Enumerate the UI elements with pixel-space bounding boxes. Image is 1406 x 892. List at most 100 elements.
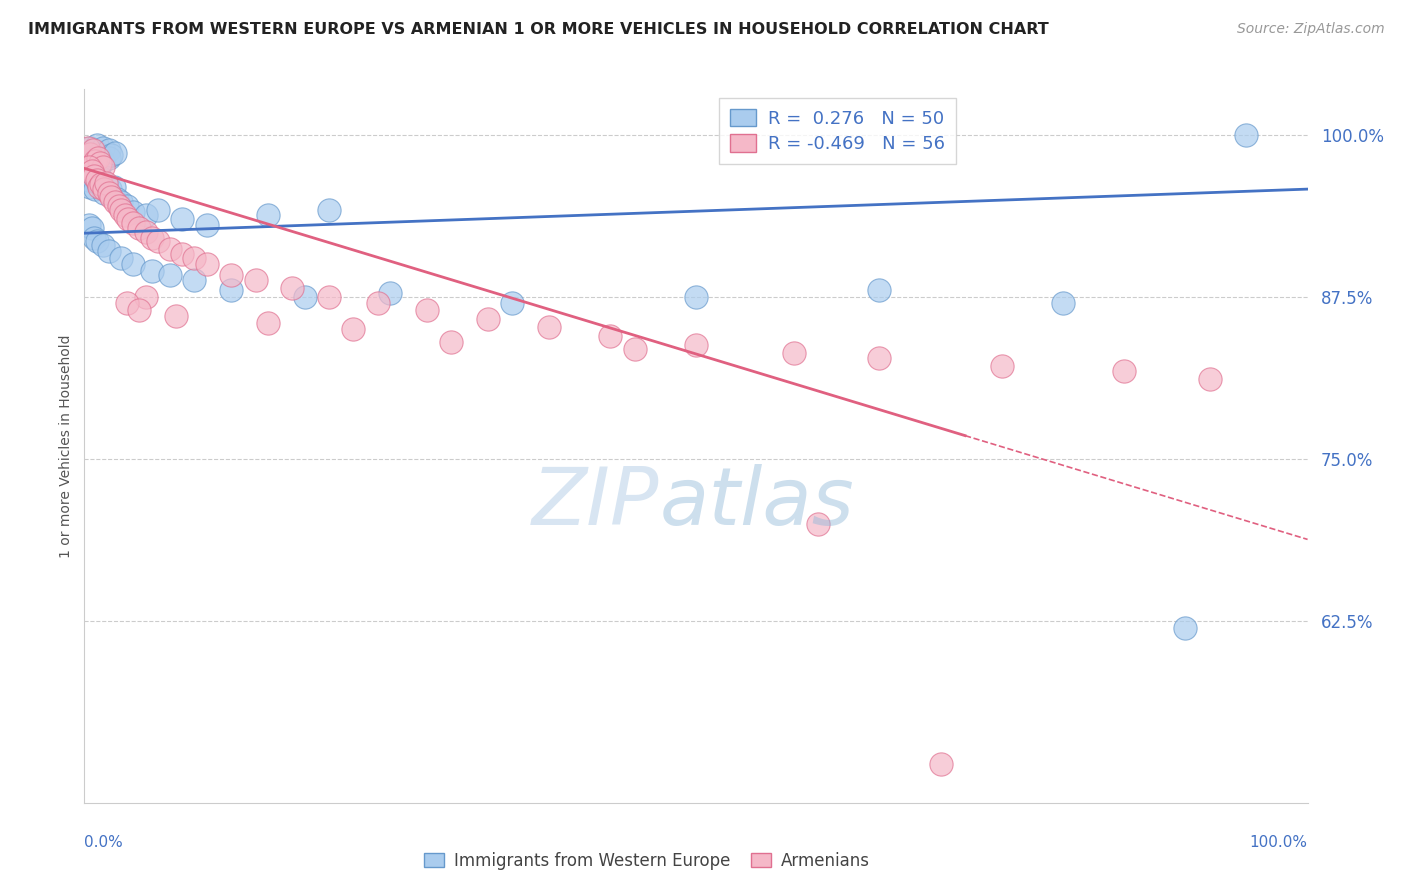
Point <box>1052 296 1074 310</box>
Point <box>318 202 340 217</box>
Point <box>104 195 127 210</box>
Point <box>82 167 104 181</box>
Text: IMMIGRANTS FROM WESTERN EUROPE VS ARMENIAN 1 OR MORE VEHICLES IN HOUSEHOLD CORRE: IMMIGRANTS FROM WESTERN EUROPE VS ARMENI… <box>28 22 1049 37</box>
Point <box>97 186 120 200</box>
Point <box>79 140 101 154</box>
Point <box>97 143 120 157</box>
Point <box>159 268 181 282</box>
Point <box>245 273 267 287</box>
Point <box>97 151 120 165</box>
Point <box>105 193 128 207</box>
Point <box>89 156 111 170</box>
Point <box>135 290 157 304</box>
Point <box>77 140 100 154</box>
Point <box>84 153 107 168</box>
Point <box>90 177 112 191</box>
Point <box>93 182 115 196</box>
Point <box>172 211 194 226</box>
Point <box>281 281 304 295</box>
Point <box>82 143 104 157</box>
Point <box>80 164 103 178</box>
Point <box>172 247 194 261</box>
Point <box>135 225 157 239</box>
Point <box>1114 364 1136 378</box>
Point <box>128 221 150 235</box>
Point <box>110 195 132 210</box>
Point <box>86 234 108 248</box>
Point <box>100 148 122 162</box>
Point <box>685 338 707 352</box>
Point <box>115 296 138 310</box>
Point <box>104 145 127 160</box>
Point <box>103 179 125 194</box>
Point <box>110 251 132 265</box>
Point <box>257 208 280 222</box>
Point <box>96 176 118 190</box>
Point <box>77 160 100 174</box>
Text: 100.0%: 100.0% <box>1250 836 1308 850</box>
Point <box>440 335 463 350</box>
Point <box>141 264 163 278</box>
Point <box>122 205 145 219</box>
Text: Source: ZipAtlas.com: Source: ZipAtlas.com <box>1237 22 1385 37</box>
Point <box>86 138 108 153</box>
Point <box>135 208 157 222</box>
Point <box>501 296 523 310</box>
Point <box>869 283 891 297</box>
Point <box>77 219 100 233</box>
Point <box>91 140 114 154</box>
Text: ZIP: ZIP <box>531 464 659 542</box>
Point <box>929 756 952 771</box>
Point <box>87 176 110 190</box>
Point <box>117 211 139 226</box>
Y-axis label: 1 or more Vehicles in Household: 1 or more Vehicles in Household <box>59 334 73 558</box>
Point <box>477 311 499 326</box>
Point <box>1174 621 1197 635</box>
Point <box>79 179 101 194</box>
Point <box>122 216 145 230</box>
Point <box>115 199 138 213</box>
Point <box>97 244 120 259</box>
Point <box>98 182 121 196</box>
Point <box>93 186 115 200</box>
Point <box>416 302 439 317</box>
Point <box>107 199 129 213</box>
Point <box>342 322 364 336</box>
Point <box>807 516 830 531</box>
Point <box>146 234 169 248</box>
Point <box>183 273 205 287</box>
Point <box>159 242 181 256</box>
Point <box>380 285 402 300</box>
Point <box>87 179 110 194</box>
Point <box>367 296 389 310</box>
Point <box>96 177 118 191</box>
Point <box>89 170 111 185</box>
Point <box>183 251 205 265</box>
Text: 0.0%: 0.0% <box>84 836 124 850</box>
Point <box>128 302 150 317</box>
Point <box>110 202 132 217</box>
Point <box>77 173 100 187</box>
Point <box>165 310 187 324</box>
Point <box>1234 128 1257 142</box>
Point <box>83 143 105 157</box>
Point <box>195 219 218 233</box>
Point <box>84 182 107 196</box>
Point <box>80 221 103 235</box>
Point <box>87 151 110 165</box>
Point <box>257 316 280 330</box>
Point <box>141 231 163 245</box>
Point <box>1198 371 1220 385</box>
Point <box>624 342 647 356</box>
Point <box>685 290 707 304</box>
Point <box>114 208 136 222</box>
Point <box>294 290 316 304</box>
Point <box>91 153 114 168</box>
Point <box>783 345 806 359</box>
Legend: Immigrants from Western Europe, Armenians: Immigrants from Western Europe, Armenian… <box>418 846 876 877</box>
Point <box>219 283 242 297</box>
Text: atlas: atlas <box>659 464 853 542</box>
Point <box>146 202 169 217</box>
Point <box>219 268 242 282</box>
Point <box>869 351 891 365</box>
